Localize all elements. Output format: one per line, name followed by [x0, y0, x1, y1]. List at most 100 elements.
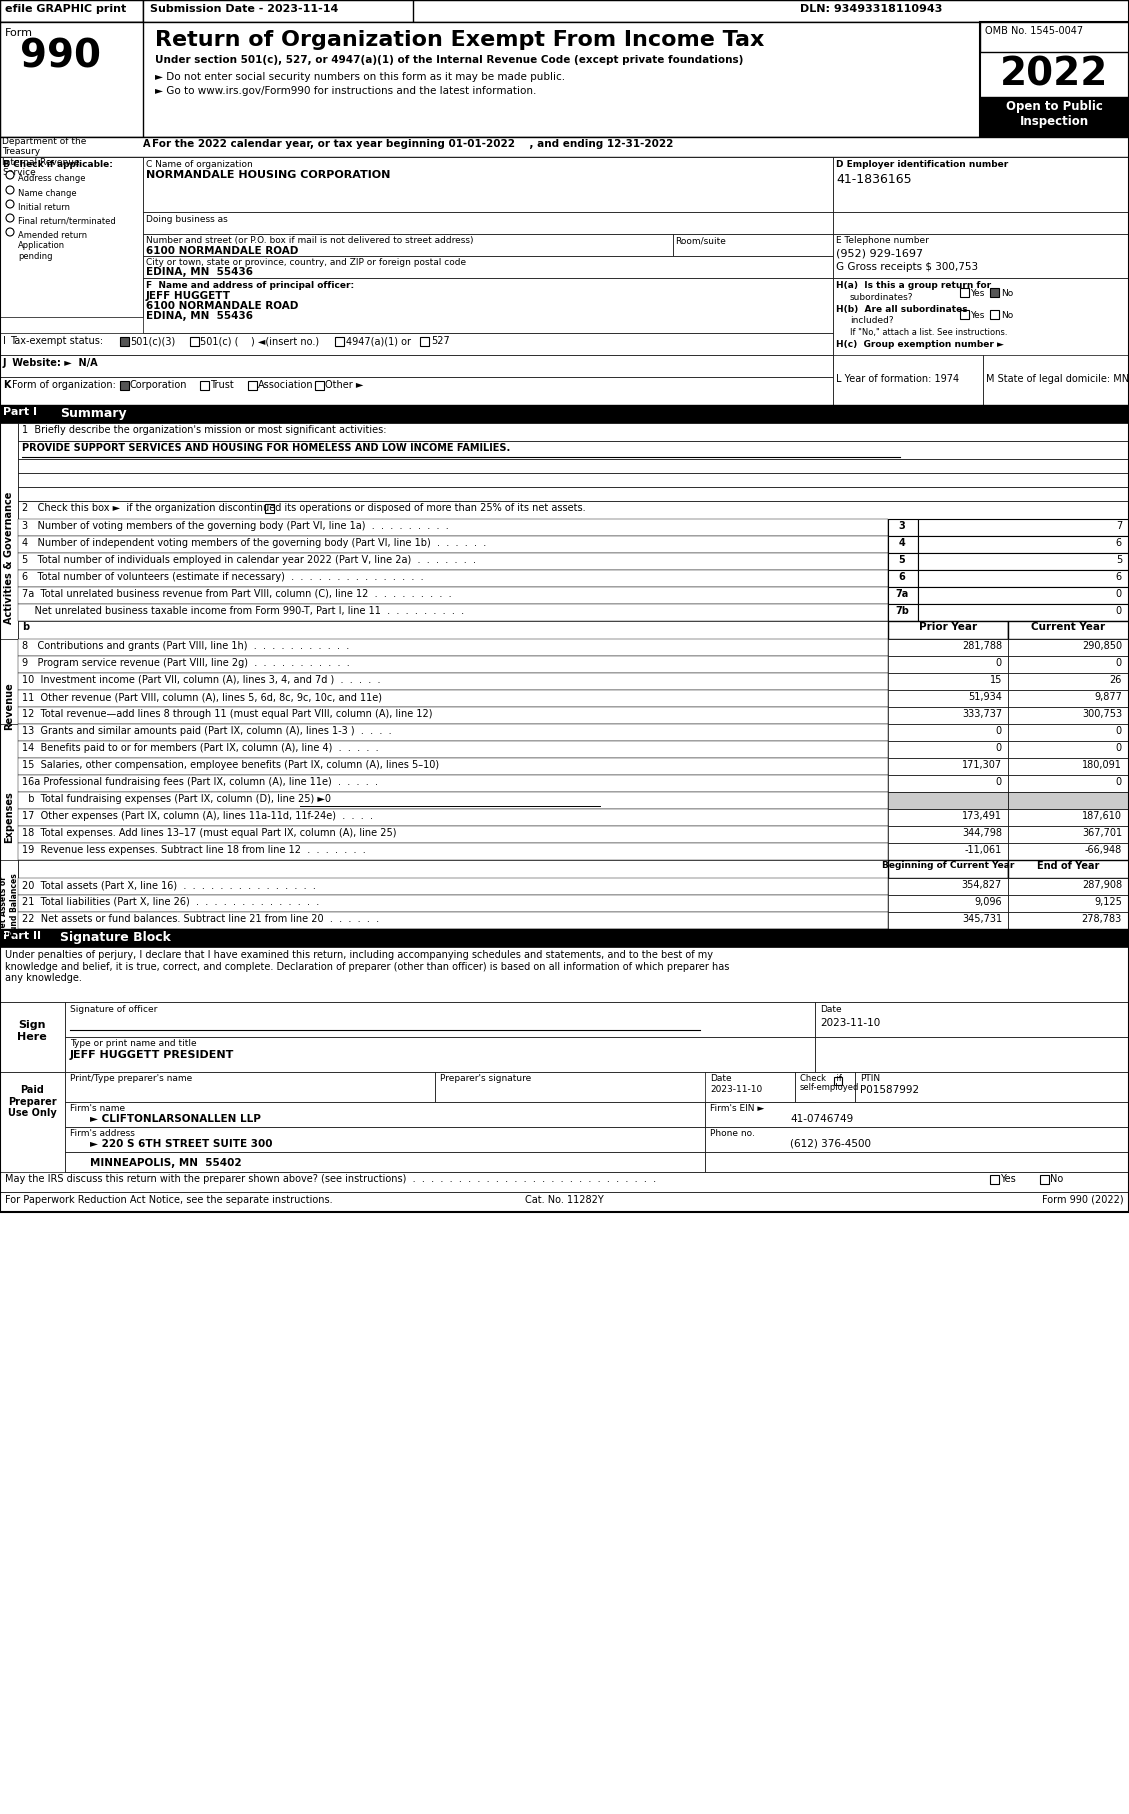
Text: 9   Program service revenue (Part VIII, line 2g)  .  .  .  .  .  .  .  .  .  .  : 9 Program service revenue (Part VIII, li…	[21, 658, 350, 668]
Text: 7b: 7b	[895, 606, 909, 617]
Text: 17  Other expenses (Part IX, column (A), lines 11a-11d, 11f-24e)  .  .  .  .: 17 Other expenses (Part IX, column (A), …	[21, 811, 373, 822]
Bar	[0, 1001, 65, 1072]
Text: J  Website: ►  N/A: J Website: ► N/A	[3, 357, 98, 368]
Text: Sign
Here: Sign Here	[17, 1019, 47, 1041]
Bar	[435, 1072, 815, 1101]
Bar	[18, 570, 889, 588]
Bar	[200, 381, 209, 390]
Bar	[833, 234, 1129, 278]
Bar	[1008, 758, 1129, 775]
Bar	[143, 278, 833, 334]
Bar	[18, 673, 889, 689]
Bar	[673, 234, 833, 256]
Bar	[0, 22, 1129, 138]
Text: 22  Net assets or fund balances. Subtract line 21 from line 20  .  .  .  .  .  .: 22 Net assets or fund balances. Subtract…	[21, 914, 379, 923]
Bar	[990, 288, 999, 297]
Text: JEFF HUGGETT: JEFF HUGGETT	[146, 290, 231, 301]
Text: 0: 0	[1115, 590, 1122, 599]
Text: Part II: Part II	[3, 931, 41, 941]
Bar	[889, 860, 1008, 878]
Text: Name change: Name change	[18, 189, 77, 198]
Text: 9,096: 9,096	[974, 896, 1003, 907]
Bar	[143, 234, 673, 256]
Bar	[980, 22, 1129, 53]
Bar	[704, 1101, 1129, 1126]
Bar	[0, 0, 143, 22]
Text: E Telephone number: E Telephone number	[835, 236, 929, 245]
Text: Check    if: Check if	[800, 1074, 842, 1083]
Bar	[18, 793, 889, 809]
Text: B Check if applicable:: B Check if applicable:	[3, 160, 113, 169]
Text: Firm's address: Firm's address	[70, 1128, 134, 1137]
Bar	[889, 825, 1008, 844]
Bar	[918, 519, 1129, 535]
Text: 333,737: 333,737	[962, 709, 1003, 718]
Text: MINNEAPOLIS, MN  55402: MINNEAPOLIS, MN 55402	[90, 1157, 242, 1168]
Text: 16a Professional fundraising fees (Part IX, column (A), line 11e)  .  .  .  .  .: 16a Professional fundraising fees (Part …	[21, 776, 378, 787]
Text: I: I	[3, 336, 6, 346]
Bar	[18, 689, 889, 707]
Text: Cat. No. 11282Y: Cat. No. 11282Y	[525, 1195, 603, 1204]
Bar	[18, 657, 889, 673]
Bar	[0, 929, 1129, 947]
Text: End of Year: End of Year	[1036, 862, 1100, 871]
Bar	[889, 519, 918, 535]
Text: L Year of formation: 1974: L Year of formation: 1974	[835, 374, 960, 385]
Text: self-employed: self-employed	[800, 1083, 859, 1092]
Bar	[65, 1101, 704, 1126]
Bar	[65, 1152, 704, 1172]
Bar	[1040, 1175, 1049, 1185]
Text: Room/suite: Room/suite	[675, 236, 726, 245]
Text: 10  Investment income (Part VII, column (A), lines 3, 4, and 7d )  .  .  .  .  .: 10 Investment income (Part VII, column (…	[21, 675, 380, 686]
Text: Net unrelated business taxable income from Form 990-T, Part I, line 11  .  .  . : Net unrelated business taxable income fr…	[21, 606, 464, 617]
Text: b  Total fundraising expenses (Part IX, column (D), line 25) ►0: b Total fundraising expenses (Part IX, c…	[21, 795, 331, 804]
Bar	[65, 1126, 704, 1152]
Text: Date: Date	[820, 1005, 841, 1014]
Text: 2   Check this box ►  if the organization discontinued its operations or dispose: 2 Check this box ► if the organization d…	[21, 502, 586, 513]
Bar	[889, 740, 1008, 758]
Text: 290,850: 290,850	[1082, 640, 1122, 651]
Bar	[1008, 894, 1129, 912]
Bar	[18, 620, 889, 639]
Text: 0: 0	[996, 726, 1003, 736]
Text: 20  Total assets (Part X, line 16)  .  .  .  .  .  .  .  .  .  .  .  .  .  .  .: 20 Total assets (Part X, line 16) . . . …	[21, 880, 316, 891]
Bar	[889, 894, 1008, 912]
Bar	[1008, 620, 1129, 639]
Text: For Paperwork Reduction Act Notice, see the separate instructions.: For Paperwork Reduction Act Notice, see …	[5, 1195, 333, 1204]
Text: Net Assets or
Fund Balances: Net Assets or Fund Balances	[0, 874, 19, 936]
Bar	[983, 356, 1129, 405]
Text: 2023-11-10: 2023-11-10	[710, 1085, 762, 1094]
Bar	[18, 501, 1129, 519]
Bar	[0, 423, 18, 693]
Bar	[889, 535, 918, 553]
Text: 287,908: 287,908	[1082, 880, 1122, 891]
Text: Department of the
Treasury
Internal Revenue
Service: Department of the Treasury Internal Reve…	[2, 138, 87, 178]
Text: 1  Briefly describe the organization's mission or most significant activities:: 1 Briefly describe the organization's mi…	[21, 424, 386, 435]
Bar	[815, 1038, 1129, 1072]
Text: Paid
Preparer
Use Only: Paid Preparer Use Only	[8, 1085, 56, 1117]
Text: 6: 6	[1115, 571, 1122, 582]
Text: H(a)  Is this a group return for: H(a) Is this a group return for	[835, 281, 991, 290]
Text: G Gross receipts $ 300,753: G Gross receipts $ 300,753	[835, 261, 978, 272]
Bar	[918, 570, 1129, 588]
Bar	[1008, 775, 1129, 793]
Bar	[1008, 657, 1129, 673]
Text: Number and street (or P.O. box if mail is not delivered to street address): Number and street (or P.O. box if mail i…	[146, 236, 473, 245]
Bar	[889, 912, 1008, 929]
Text: Open to Public
Inspection: Open to Public Inspection	[1006, 100, 1102, 129]
Text: Type or print name and title: Type or print name and title	[70, 1039, 196, 1048]
Text: Form 990 (2022): Form 990 (2022)	[1042, 1195, 1124, 1204]
Text: 501(c)(3): 501(c)(3)	[130, 336, 175, 346]
Bar	[889, 657, 1008, 673]
Text: Address change: Address change	[18, 174, 86, 183]
Bar	[834, 1078, 842, 1085]
Bar	[18, 844, 889, 860]
Bar	[143, 212, 833, 234]
Text: Prior Year: Prior Year	[919, 622, 977, 631]
Bar	[18, 758, 889, 775]
Bar	[1008, 724, 1129, 740]
Text: H(b)  Are all subordinates: H(b) Are all subordinates	[835, 305, 968, 314]
Text: 4947(a)(1) or: 4947(a)(1) or	[345, 336, 411, 346]
Text: Doing business as: Doing business as	[146, 216, 228, 223]
Text: If "No," attach a list. See instructions.: If "No," attach a list. See instructions…	[850, 328, 1007, 337]
